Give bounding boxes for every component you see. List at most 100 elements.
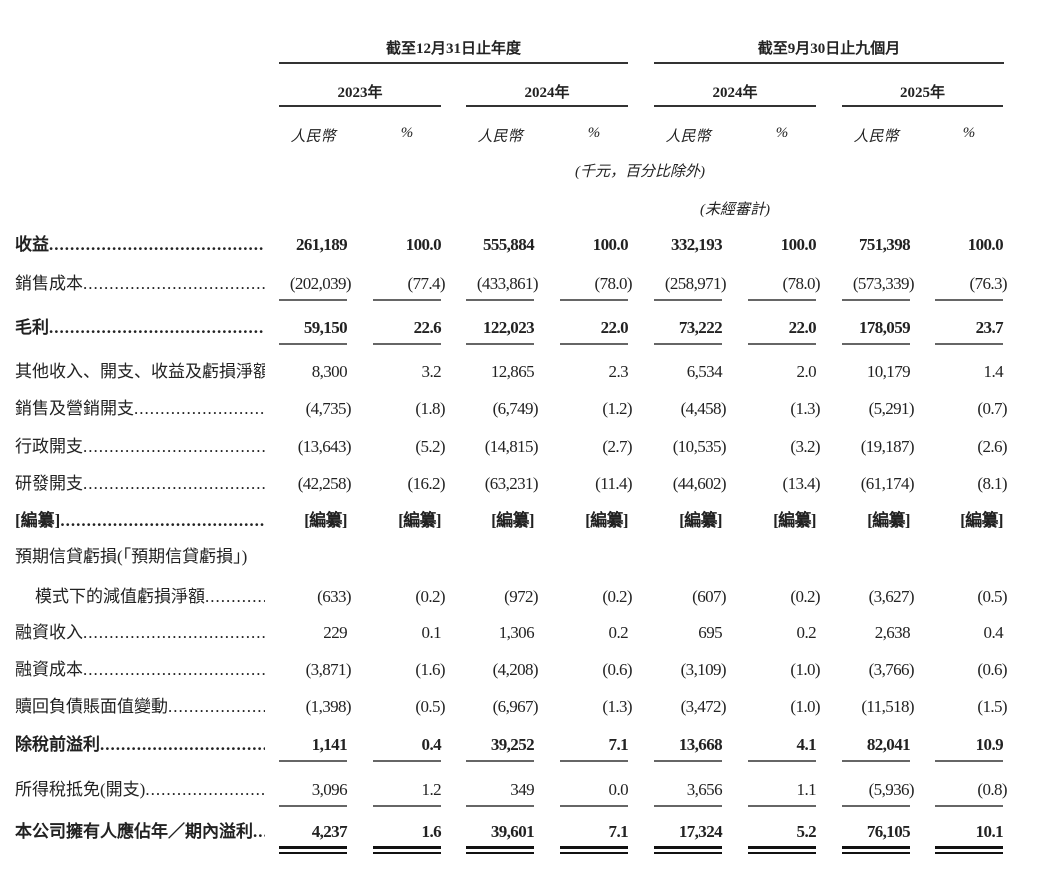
percent-cell: 1.4 xyxy=(983,362,1004,381)
underline xyxy=(279,805,347,807)
percent-cell: 10.1 xyxy=(975,822,1004,841)
year-header: 2024年 xyxy=(712,85,758,101)
percent-cell: (0.2) xyxy=(790,587,820,606)
group-header-full-year: 截至12月31日止年度 xyxy=(385,41,521,57)
underline xyxy=(654,299,722,301)
underline xyxy=(279,299,347,301)
dot-leader xyxy=(49,318,265,337)
double-underline xyxy=(279,852,347,854)
amount-cell: (573,339) xyxy=(852,274,915,293)
underline xyxy=(654,343,722,345)
percent-cell: (0.2) xyxy=(415,587,445,606)
amount-cell: 122,023 xyxy=(482,318,535,337)
amount-cell: (1,398) xyxy=(305,697,352,716)
year-header: 2023年 xyxy=(337,85,383,101)
percent-cell: (1.0) xyxy=(790,697,820,716)
underline xyxy=(748,760,816,762)
percent-cell: 10.9 xyxy=(975,735,1004,754)
row-label: 本公司擁有人應佔年／期內溢利 xyxy=(15,820,265,844)
row-label-text: 研發開支 xyxy=(15,474,83,493)
underline xyxy=(466,299,534,301)
percent-cell: (0.6) xyxy=(602,660,632,679)
row-label-text: 模式下的減值虧損淨額 xyxy=(35,587,205,606)
underline xyxy=(373,343,441,345)
double-underline xyxy=(560,846,628,849)
underline xyxy=(373,805,441,807)
dot-leader xyxy=(168,697,265,716)
divider xyxy=(279,105,441,107)
underline xyxy=(935,760,1003,762)
underline xyxy=(842,805,910,807)
underline xyxy=(842,299,910,301)
dot-leader xyxy=(134,399,265,418)
amount-cell: 59,150 xyxy=(303,318,348,337)
row-label-text: 其他收入、開支、收益及虧損淨額 xyxy=(15,362,265,381)
percent-cell: 0.4 xyxy=(983,623,1004,642)
row-label: 毛利 xyxy=(15,316,265,340)
divider xyxy=(654,62,1004,64)
row-label: 除稅前溢利 xyxy=(15,733,265,757)
underline xyxy=(560,760,628,762)
percent-cell: 0.2 xyxy=(608,623,629,642)
percent-cell: (1.0) xyxy=(790,660,820,679)
double-underline xyxy=(560,852,628,854)
double-underline xyxy=(748,852,816,854)
dot-leader xyxy=(83,274,265,293)
amount-cell: (972) xyxy=(504,587,538,606)
percent-cell: (1.8) xyxy=(415,399,445,418)
underline xyxy=(373,760,441,762)
underline xyxy=(373,299,441,301)
amount-cell: 8,300 xyxy=(311,362,348,381)
currency-header: 人民幣 xyxy=(477,129,523,145)
percent-cell: (1.6) xyxy=(415,660,445,679)
dot-leader xyxy=(83,660,265,679)
row-label-text: 毛利 xyxy=(15,318,49,337)
underline xyxy=(654,760,722,762)
amount-cell: 178,059 xyxy=(858,318,911,337)
percent-cell: (77.4) xyxy=(407,274,446,293)
percent-header: % xyxy=(587,125,601,141)
dot-leader xyxy=(100,735,265,754)
amount-cell: 10,179 xyxy=(866,362,911,381)
amount-cell: 2,638 xyxy=(874,623,911,642)
percent-cell: (1.5) xyxy=(977,697,1007,716)
percent-cell: (13.4) xyxy=(782,474,821,493)
underline xyxy=(748,805,816,807)
percent-cell: (16.2) xyxy=(407,474,446,493)
double-underline xyxy=(842,852,910,854)
percent-cell: 2.0 xyxy=(796,362,817,381)
underline xyxy=(935,299,1003,301)
amount-cell: (44,602) xyxy=(672,474,727,493)
percent-cell: [編纂] xyxy=(585,511,629,530)
amount-cell: 261,189 xyxy=(295,235,348,254)
underline xyxy=(466,760,534,762)
amount-cell: 1,141 xyxy=(311,735,348,754)
percent-cell: 7.1 xyxy=(608,822,629,841)
dot-leader xyxy=(83,437,265,456)
divider xyxy=(466,105,628,107)
double-underline xyxy=(373,852,441,854)
row-label-text: 贖回負債賬面值變動 xyxy=(15,697,168,716)
double-underline xyxy=(842,846,910,849)
dot-leader xyxy=(60,511,265,530)
double-underline xyxy=(279,846,347,849)
underline xyxy=(279,760,347,762)
percent-cell: 0.4 xyxy=(421,735,442,754)
percent-cell: (0.5) xyxy=(415,697,445,716)
year-header: 2024年 xyxy=(524,85,570,101)
amount-cell: 4,237 xyxy=(311,822,348,841)
amount-cell: (433,861) xyxy=(476,274,539,293)
amount-cell: 17,324 xyxy=(678,822,723,841)
percent-cell: (0.2) xyxy=(602,587,632,606)
dot-leader xyxy=(205,587,265,606)
year-header: 2025年 xyxy=(899,85,945,101)
percent-cell: (0.8) xyxy=(977,780,1007,799)
amount-cell: (11,518) xyxy=(861,697,914,716)
double-underline xyxy=(654,852,722,854)
amount-cell: 555,884 xyxy=(482,235,535,254)
percent-cell: (5.2) xyxy=(415,437,445,456)
amount-cell: (3,766) xyxy=(868,660,915,679)
amount-cell: 76,105 xyxy=(866,822,911,841)
percent-cell: 22.0 xyxy=(600,318,629,337)
amount-cell: 12,865 xyxy=(490,362,535,381)
